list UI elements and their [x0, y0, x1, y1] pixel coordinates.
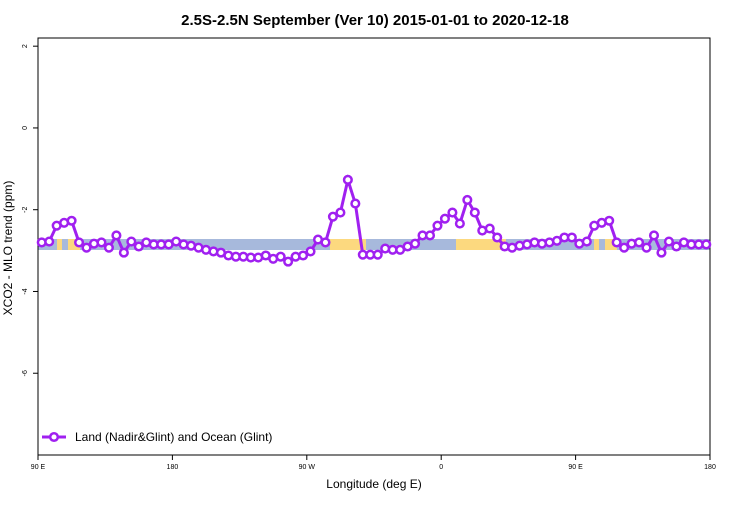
x-tick-label: 90 W — [299, 464, 316, 471]
land-band — [68, 239, 80, 250]
data-point — [432, 220, 443, 231]
data-point — [320, 237, 331, 248]
y-tick-label: -2 — [22, 206, 29, 212]
data-point — [492, 232, 503, 243]
data-point — [469, 207, 480, 218]
data-point — [44, 236, 55, 247]
land-band — [330, 239, 366, 250]
data-point — [454, 218, 465, 229]
data-point — [410, 238, 421, 249]
data-point — [604, 215, 615, 226]
surface-band — [38, 239, 710, 250]
x-tick-label: 90 E — [568, 464, 583, 471]
data-point — [581, 236, 592, 247]
y-tick-label: -4 — [22, 288, 29, 294]
land-band — [594, 239, 599, 250]
ocean-band — [38, 239, 710, 250]
y-tick-label: 2 — [22, 44, 29, 48]
land-band — [456, 239, 506, 250]
data-point — [133, 241, 144, 252]
data-point — [126, 236, 137, 247]
data-point — [327, 211, 338, 222]
x-axis-label: Longitude (deg E) — [326, 477, 421, 491]
data-point — [701, 239, 712, 250]
x-tick-label: 180 — [167, 464, 179, 471]
data-point — [566, 232, 577, 243]
data-point — [118, 247, 129, 258]
data-point — [372, 249, 383, 260]
data-point — [342, 174, 353, 185]
data-point — [634, 237, 645, 248]
data-point — [298, 250, 309, 261]
y-tick-label: -6 — [22, 370, 29, 376]
data-point — [641, 242, 652, 253]
data-point — [275, 251, 286, 262]
data-point — [74, 237, 85, 248]
data-point — [484, 223, 495, 234]
data-point — [66, 215, 77, 226]
land-band — [57, 239, 62, 250]
y-tick-label: 0 — [22, 126, 29, 130]
data-point — [611, 237, 622, 248]
x-tick-label: 180 — [704, 464, 716, 471]
land-band — [605, 239, 617, 250]
data-point — [96, 237, 107, 248]
chart-title: 2.5S-2.5N September (Ver 10) 2015-01-01 … — [181, 12, 569, 29]
data-point — [335, 207, 346, 218]
data-point — [305, 246, 316, 257]
data-point — [447, 207, 458, 218]
x-tick-label: 90 E — [31, 464, 46, 471]
data-point — [462, 194, 473, 205]
data-point — [656, 247, 667, 258]
legend-label: Land (Nadir&Glint) and Ocean (Glint) — [75, 430, 272, 444]
data-point — [663, 236, 674, 247]
x-tick-label: 0 — [439, 464, 443, 471]
data-point — [439, 213, 450, 224]
y-axis-label: XCO2 - MLO trend (ppm) — [1, 181, 15, 316]
data-point — [619, 242, 630, 253]
data-point — [283, 256, 294, 267]
legend-marker — [48, 431, 60, 443]
data-point — [424, 230, 436, 241]
data-point — [671, 241, 682, 252]
data-point — [81, 242, 92, 253]
data-point — [103, 242, 114, 253]
data-point — [350, 198, 361, 209]
data-point — [111, 230, 122, 241]
data-point — [648, 230, 660, 241]
